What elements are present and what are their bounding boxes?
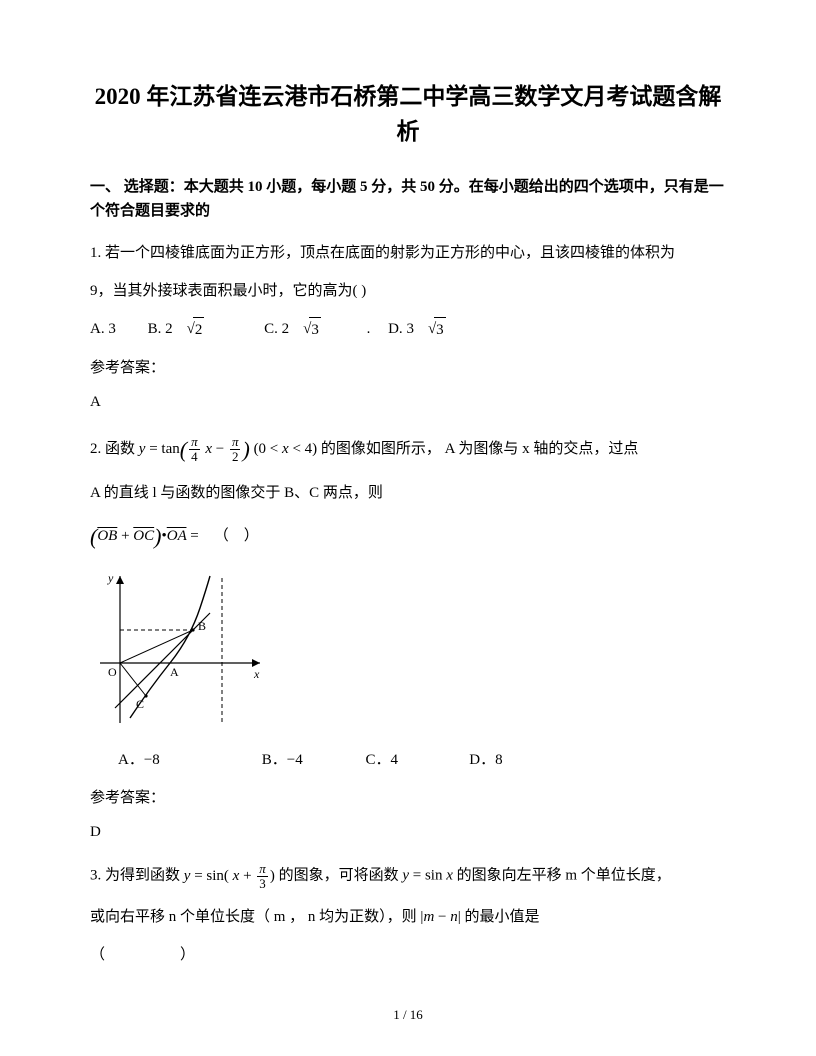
q2-opt-b: −4 (287, 748, 303, 772)
axis-x-label: x (253, 667, 260, 681)
q3-mid2: 的图象向左平移 m 个单位长度， (457, 868, 671, 884)
q1-text-prefix: 1. 若一个四棱锥底面为正方形，顶点在底面的射影为正方形的中心，且该四棱锥的体积… (90, 245, 675, 261)
q3-mid1: 的图象，可将函数 (279, 868, 403, 884)
q2-opt-d: 8 (495, 748, 503, 772)
page-number: 1 / 16 (0, 1005, 816, 1026)
q2-func: y = tan(π4 x − π2) (0 < x < 4) (139, 441, 321, 457)
question-1: 1. 若一个四棱锥底面为正方形，顶点在底面的射影为正方形的中心，且该四棱锥的体积… (90, 241, 726, 414)
origin-label: O (108, 665, 117, 679)
q3-prefix: 3. 为得到函数 (90, 868, 180, 884)
question-2: 2. 函数 y = tan(π4 x − π2) (0 < x < 4) 的图像… (90, 432, 726, 844)
q1-opt-a: 3 (108, 321, 116, 337)
q1-answer-label: 参考答案： (90, 356, 726, 380)
q3-abs: |m − n| (420, 909, 460, 925)
q2-options: A．−8 B．−4 C．4 D．8 (118, 748, 726, 772)
q1-options: A. 3 B. 22 C. 23 . D. 33 (90, 317, 726, 342)
axis-y-label: y (107, 571, 114, 585)
point-c-label: C (136, 697, 144, 711)
q2-vecexpr: (OB + OC)•OA = (90, 528, 202, 544)
q1-text-mid: ，当其外接球表面积最小时，它的高为( ) (98, 283, 367, 299)
point-a-label: A (170, 665, 179, 679)
q1-opt-d: 33 (406, 321, 473, 337)
line-l (115, 613, 210, 708)
q3-line2b: 的最小值是 (465, 909, 540, 925)
q2-blank: （ ） (214, 528, 259, 544)
q2-mid2: A 的直线 l 与函数的图像交于 B、C 两点，则 (90, 485, 383, 501)
q3-blank: （ ） (90, 943, 726, 967)
q1-opt-c: 23 (282, 321, 349, 337)
q2-opt-c: 4 (391, 748, 399, 772)
point-b-label: B (198, 619, 206, 633)
q3-line2a: 或向右平移 n 个单位长度（ m ， n 均为正数），则 (90, 909, 420, 925)
section-1-heading: 一、 选择题：本大题共 10 小题，每小题 5 分，共 50 分。在每小题给出的… (90, 175, 726, 223)
q3-f1: y = sin( x + π3) (184, 868, 279, 884)
q2-answer: D (90, 820, 726, 844)
q2-figure: y x O A B C (90, 568, 726, 736)
question-3: 3. 为得到函数 y = sin( x + π3) 的图象，可将函数 y = s… (90, 862, 726, 966)
q1-answer: A (90, 390, 726, 414)
q2-answer-label: 参考答案： (90, 786, 726, 810)
q1-opt-b: 22 (165, 321, 232, 337)
q2-opt-a: −8 (144, 748, 160, 772)
q2-mid1: 的图像如图所示， A 为图像与 x 轴的交点，过点 (321, 441, 639, 457)
q2-prefix: 2. 函数 (90, 441, 135, 457)
q3-f2: y = sin x (402, 868, 453, 884)
q1-volume: 9 (90, 283, 98, 299)
page-title: 2020 年江苏省连云港市石桥第二中学高三数学文月考试题含解析 (90, 80, 726, 149)
